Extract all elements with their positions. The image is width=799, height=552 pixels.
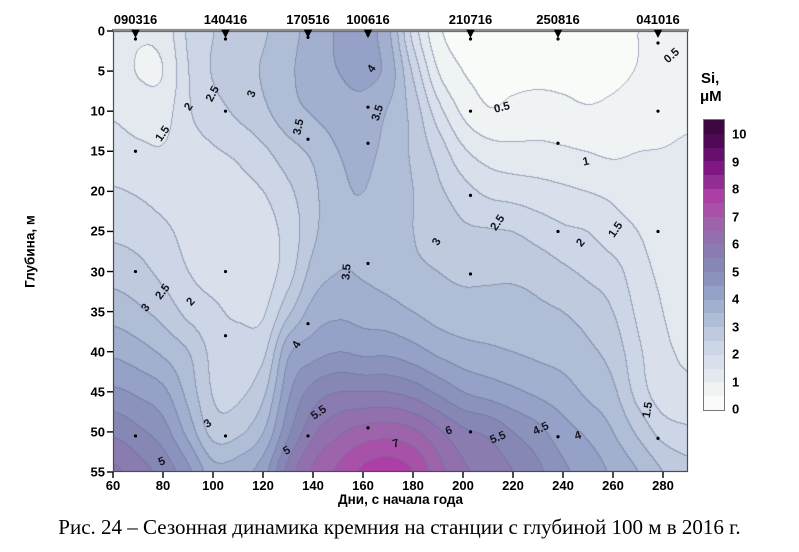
colorbar <box>703 119 725 411</box>
colorbar-segment <box>704 285 724 300</box>
colorbar-segment <box>704 382 724 397</box>
sample-point <box>223 37 228 41</box>
y-axis-title: Глубина, м <box>22 215 38 288</box>
sample-point <box>223 334 228 338</box>
sample-point <box>133 149 138 153</box>
sample-point <box>556 229 560 234</box>
sample-point <box>223 269 228 274</box>
colorbar-segment <box>704 313 724 328</box>
sample-point <box>133 269 138 274</box>
sample-point <box>556 435 560 439</box>
sample-point <box>223 109 228 113</box>
colorbar-segment <box>704 202 724 217</box>
sample-point <box>366 141 370 145</box>
sample-point <box>133 37 138 41</box>
sample-date-marker <box>466 29 475 38</box>
colorbar-segment <box>704 368 724 383</box>
sample-point <box>306 434 310 438</box>
sample-point <box>366 33 370 37</box>
colorbar-segment <box>704 244 724 259</box>
sample-date-marker <box>653 29 663 38</box>
sample-point <box>656 229 660 234</box>
sample-point <box>306 35 310 40</box>
colorbar-segment <box>704 396 724 411</box>
plot-frame <box>112 30 689 473</box>
colorbar-segment <box>704 161 724 176</box>
colorbar-unit: μM <box>700 88 722 105</box>
sample-point <box>366 426 370 430</box>
sample-point <box>556 141 560 145</box>
sample-point <box>468 272 473 276</box>
x-axis-title: Дни, с начала года <box>338 492 463 507</box>
sample-point <box>656 109 660 113</box>
colorbar-segment <box>704 133 724 148</box>
sample-date-marker <box>221 29 230 38</box>
sample-point <box>133 434 138 438</box>
chart-overlay <box>107 28 689 478</box>
colorbar-segment <box>704 354 724 369</box>
figure-caption: Рис. 24 – Сезонная динамика кремния на с… <box>58 515 741 539</box>
colorbar-title: Si, <box>701 70 720 87</box>
colorbar-segment <box>704 299 724 314</box>
sample-point <box>306 137 310 141</box>
sample-date-marker <box>303 29 313 38</box>
colorbar-segment <box>704 230 724 245</box>
sample-point <box>306 322 310 326</box>
colorbar-segment <box>704 341 724 355</box>
sample-point <box>468 430 473 434</box>
sample-point <box>656 436 660 440</box>
contour-field-canvas <box>113 31 688 472</box>
sample-date-marker <box>131 29 140 38</box>
sample-point <box>366 261 370 266</box>
colorbar-segment <box>704 327 724 341</box>
sample-point <box>468 193 473 197</box>
colorbar-segment <box>704 175 724 190</box>
colorbar-segment <box>704 120 724 134</box>
colorbar-segment <box>704 216 724 231</box>
sample-point <box>656 41 660 45</box>
sample-point <box>468 37 473 41</box>
sample-point <box>468 109 473 113</box>
sample-point <box>366 105 370 109</box>
sample-point <box>223 434 228 438</box>
colorbar-segment <box>704 271 724 286</box>
colorbar-segment <box>704 189 724 203</box>
sample-date-marker <box>553 29 563 38</box>
colorbar-segment <box>704 258 724 272</box>
sample-point <box>556 37 560 41</box>
colorbar-segment <box>704 147 724 162</box>
